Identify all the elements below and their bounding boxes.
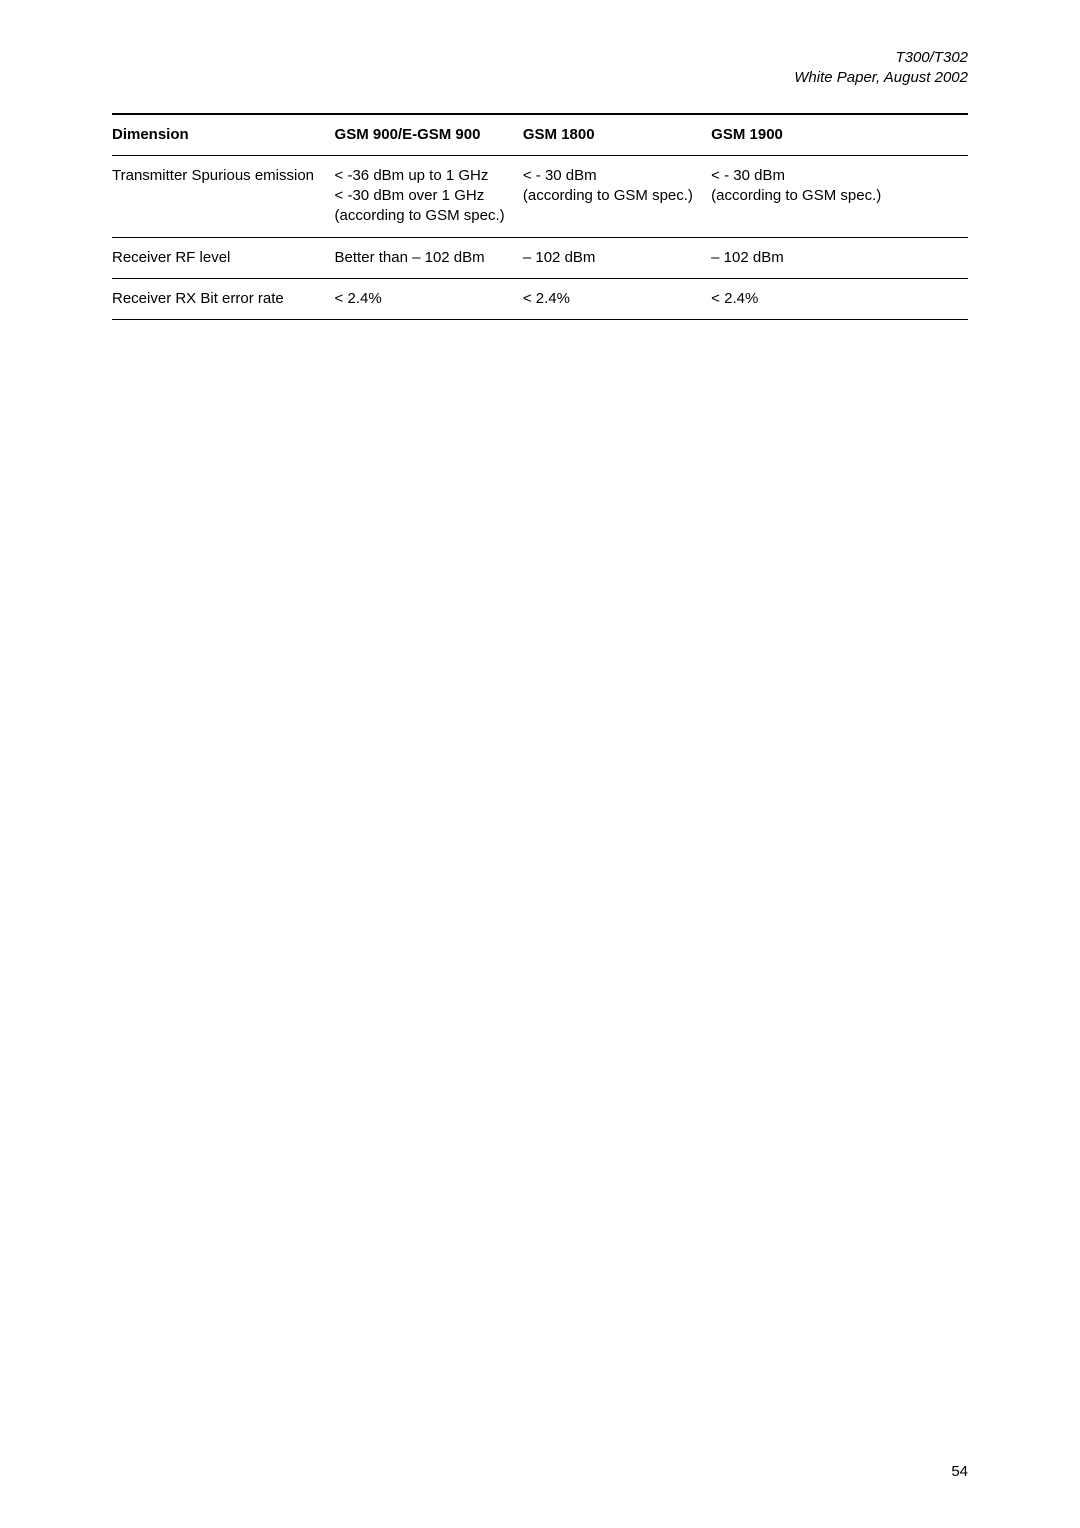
- col-header-gsm1900: GSM 1900: [711, 114, 968, 156]
- cell-gsm1800: < - 30 dBm (according to GSM spec.): [523, 155, 711, 237]
- cell-dimension: Receiver RX Bit error rate: [112, 278, 335, 319]
- spec-table: Dimension GSM 900/E-GSM 900 GSM 1800 GSM…: [112, 113, 968, 321]
- cell-gsm900: < 2.4%: [335, 278, 523, 319]
- cell-gsm1800: – 102 dBm: [523, 237, 711, 278]
- col-header-gsm1800: GSM 1800: [523, 114, 711, 156]
- cell-dimension: Receiver RF level: [112, 237, 335, 278]
- cell-dimension: Transmitter Spurious emission: [112, 155, 335, 237]
- page-number: 54: [951, 1463, 968, 1480]
- table-row: Receiver RF level Better than – 102 dBm …: [112, 237, 968, 278]
- cell-gsm900: < -36 dBm up to 1 GHz < -30 dBm over 1 G…: [335, 155, 523, 237]
- table-row: Transmitter Spurious emission < -36 dBm …: [112, 155, 968, 237]
- cell-gsm1800: < 2.4%: [523, 278, 711, 319]
- cell-gsm900: Better than – 102 dBm: [335, 237, 523, 278]
- document-header: T300/T302 White Paper, August 2002: [112, 48, 968, 89]
- col-header-gsm900: GSM 900/E-GSM 900: [335, 114, 523, 156]
- cell-gsm1900: – 102 dBm: [711, 237, 968, 278]
- doc-title: T300/T302: [112, 48, 968, 68]
- doc-subtitle: White Paper, August 2002: [112, 68, 968, 88]
- table-row: Receiver RX Bit error rate < 2.4% < 2.4%…: [112, 278, 968, 319]
- col-header-dimension: Dimension: [112, 114, 335, 156]
- cell-gsm1900: < 2.4%: [711, 278, 968, 319]
- table-header-row: Dimension GSM 900/E-GSM 900 GSM 1800 GSM…: [112, 114, 968, 156]
- cell-gsm1900: < - 30 dBm (according to GSM spec.): [711, 155, 968, 237]
